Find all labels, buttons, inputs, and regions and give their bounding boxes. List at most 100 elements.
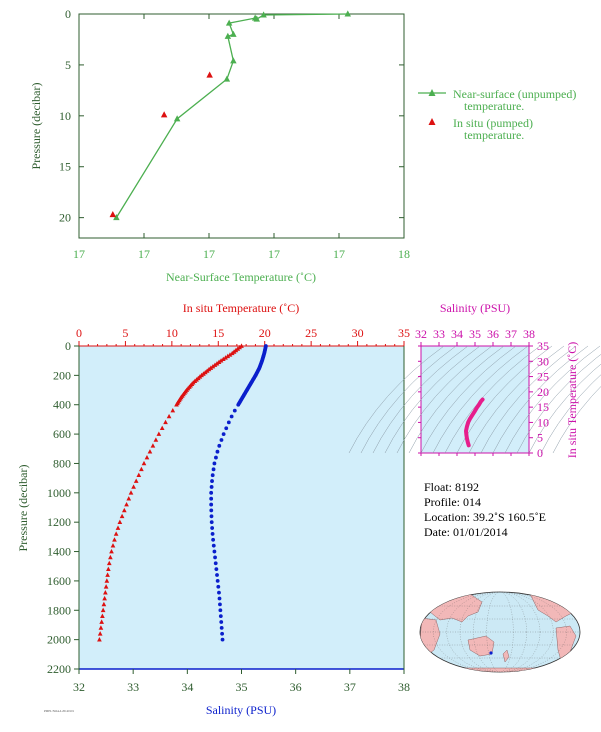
pressure-tick-label: 800 xyxy=(53,456,71,470)
map-new-zealand xyxy=(502,649,510,663)
temperature-point xyxy=(156,431,162,436)
density-contour xyxy=(456,345,553,454)
unpumped-temperature-point xyxy=(113,214,120,221)
pressure-tick-label: 600 xyxy=(53,427,71,441)
temperature-point xyxy=(113,531,119,536)
salinity-tick-label: 33 xyxy=(127,680,139,694)
near-surface-legend: Near-surface (unpumped) temperature. In … xyxy=(418,87,579,142)
temperature-tick-label: 0 xyxy=(76,326,82,340)
salinity-point xyxy=(218,602,222,607)
profile-top-xlabel: In situ Temperature (˚C) xyxy=(183,301,300,315)
float-info: Float: 8192 Profile: 014 Location: 39.2˚… xyxy=(424,480,546,539)
temperature-point xyxy=(106,566,111,571)
temperature-point xyxy=(119,513,125,519)
salinity-point xyxy=(211,467,216,472)
salinity-point xyxy=(210,479,214,483)
temperature-tick-label: 25 xyxy=(305,326,317,340)
temperature-point xyxy=(117,519,123,525)
temperature-point xyxy=(170,408,176,413)
temperature-point xyxy=(100,607,106,613)
float-id: Float: 8192 xyxy=(424,480,479,494)
temperature-point xyxy=(227,352,233,357)
map-graticule xyxy=(420,591,580,673)
salinity-point xyxy=(217,596,222,601)
density-contour xyxy=(468,345,565,454)
near-surface-xtick-label: 17 xyxy=(333,247,345,261)
temperature-point xyxy=(106,560,112,566)
salinity-point xyxy=(215,573,219,577)
pressure-tick-label: 1200 xyxy=(47,515,71,529)
temperature-point xyxy=(133,478,139,483)
temperature-point xyxy=(153,437,159,442)
temperature-point xyxy=(225,353,231,359)
profile-series xyxy=(97,343,268,642)
near-surface-series xyxy=(109,10,352,221)
near-surface-ytick-label: 10 xyxy=(59,109,71,123)
pumped-temperature-point xyxy=(160,111,168,118)
ts-ytick-label: 25 xyxy=(537,370,549,384)
ts-ytick-label: 35 xyxy=(537,339,549,353)
unpumped-temperature-point xyxy=(230,30,237,37)
density-contour xyxy=(516,353,601,454)
salinity-point xyxy=(226,420,231,425)
legend-label-unpumped: Near-surface (unpumped) temperature. xyxy=(453,87,579,113)
temperature-point xyxy=(159,425,165,431)
salinity-point xyxy=(209,502,214,507)
temperature-tick-label: 5 xyxy=(122,326,128,340)
salinity-point xyxy=(216,584,221,589)
salinity-point xyxy=(221,432,226,436)
temperature-point xyxy=(174,402,179,407)
density-contour xyxy=(432,345,529,454)
salinity-tick-label: 37 xyxy=(344,680,356,694)
salinity-point xyxy=(209,490,214,495)
salinity-tick-label: 34 xyxy=(181,680,193,694)
ts-density-contours xyxy=(348,345,601,454)
salinity-point xyxy=(219,438,224,442)
legend-triangle-swatch xyxy=(428,118,436,125)
temperature-tick-label: 10 xyxy=(166,326,178,340)
temperature-point xyxy=(115,525,121,530)
map-meridian xyxy=(433,591,567,673)
profile-number: Profile: 014 xyxy=(424,495,481,509)
temperature-point xyxy=(98,625,104,630)
ts-xlabel: Salinity (PSU) xyxy=(440,301,510,315)
salinity-point xyxy=(209,485,214,489)
density-contour xyxy=(552,385,601,454)
temperature-point xyxy=(147,449,153,454)
temperature-point xyxy=(100,613,105,618)
pressure-tick-label: 1400 xyxy=(47,545,71,559)
temperature-point xyxy=(139,466,144,472)
near-surface-ytick-label: 20 xyxy=(59,211,71,225)
footer-small-text: PMEL/NOAA 20140101 xyxy=(44,709,75,713)
temperature-point xyxy=(126,496,132,501)
temperature-tick-label: 35 xyxy=(398,326,410,340)
near-surface-ticks: 17 17 17 17 17 18 0 5 10 15 20 xyxy=(59,7,410,261)
map-float-marker xyxy=(489,651,493,655)
temperature-point xyxy=(124,501,129,507)
density-contour xyxy=(360,345,457,454)
profile-ticks: 0 5 10 15 20 25 30 35 32 33 34 35 36 37 38 0 200 400 600 80… xyxy=(47,326,410,694)
ts-xtick-label: 38 xyxy=(523,327,535,341)
salinity-point xyxy=(209,514,214,519)
salinity-point xyxy=(213,561,218,566)
legend-line-triangle xyxy=(428,89,436,96)
profile-ylabel: Pressure (decibar) xyxy=(16,465,30,552)
density-contour xyxy=(408,345,505,454)
density-contour xyxy=(492,345,589,454)
salinity-point xyxy=(210,473,215,478)
temperature-point xyxy=(136,472,142,478)
density-contour xyxy=(444,345,541,454)
ts-ytick-label: 15 xyxy=(537,400,549,414)
salinity-point xyxy=(213,555,217,560)
density-contour xyxy=(420,345,517,454)
temperature-tick-label: 30 xyxy=(352,326,364,340)
temperature-point xyxy=(121,507,127,513)
temperature-point xyxy=(103,590,108,595)
near-surface-ytick-label: 5 xyxy=(65,58,71,72)
pumped-temperature-point xyxy=(109,210,117,218)
temperature-point xyxy=(150,443,156,448)
density-contour xyxy=(480,345,577,454)
salinity-point xyxy=(212,461,217,466)
